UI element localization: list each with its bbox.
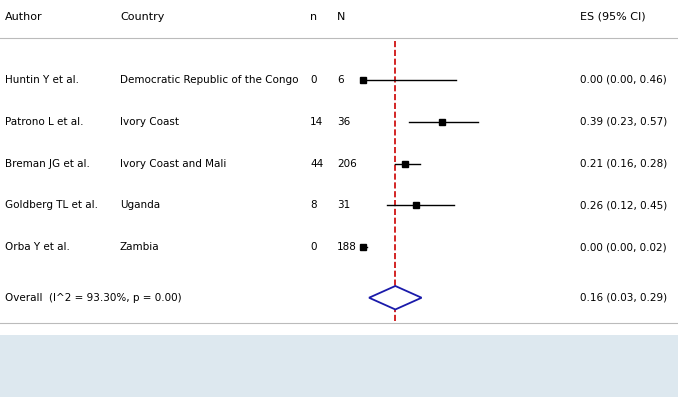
Text: Goldberg TL et al.: Goldberg TL et al.: [5, 200, 98, 210]
Text: Author: Author: [5, 12, 43, 22]
Text: 6: 6: [337, 75, 344, 85]
Text: Zambia: Zambia: [120, 243, 159, 252]
Text: Orba Y et al.: Orba Y et al.: [5, 243, 70, 252]
Text: 0.39 (0.23, 0.57): 0.39 (0.23, 0.57): [580, 117, 667, 127]
Text: 188: 188: [337, 243, 357, 252]
Text: Overall  (I^2 = 93.30%, p = 0.00): Overall (I^2 = 93.30%, p = 0.00): [5, 293, 182, 303]
Text: Uganda: Uganda: [120, 200, 160, 210]
Text: Ivory Coast and Mali: Ivory Coast and Mali: [120, 158, 226, 169]
Text: 14: 14: [310, 117, 323, 127]
Text: ES (95% CI): ES (95% CI): [580, 12, 645, 22]
Text: N: N: [337, 12, 345, 22]
Text: Breman JG et al.: Breman JG et al.: [5, 158, 90, 169]
Text: Huntin Y et al.: Huntin Y et al.: [5, 75, 79, 85]
Text: Ivory Coast: Ivory Coast: [120, 117, 179, 127]
Text: n: n: [310, 12, 317, 22]
Text: 0.00 (0.00, 0.46): 0.00 (0.00, 0.46): [580, 75, 666, 85]
Text: Patrono L et al.: Patrono L et al.: [5, 117, 83, 127]
Text: 8: 8: [310, 200, 317, 210]
Text: 0.21 (0.16, 0.28): 0.21 (0.16, 0.28): [580, 158, 667, 169]
Text: 0.16 (0.03, 0.29): 0.16 (0.03, 0.29): [580, 293, 667, 303]
Text: Democratic Republic of the Congo: Democratic Republic of the Congo: [120, 75, 298, 85]
Text: 206: 206: [337, 158, 357, 169]
Text: 31: 31: [337, 200, 351, 210]
Text: 0: 0: [310, 243, 317, 252]
Text: 0.00 (0.00, 0.02): 0.00 (0.00, 0.02): [580, 243, 666, 252]
Text: Country: Country: [120, 12, 164, 22]
Text: 0: 0: [310, 75, 317, 85]
Text: 36: 36: [337, 117, 351, 127]
Text: 0.26 (0.12, 0.45): 0.26 (0.12, 0.45): [580, 200, 667, 210]
Text: 44: 44: [310, 158, 323, 169]
Polygon shape: [369, 286, 422, 310]
